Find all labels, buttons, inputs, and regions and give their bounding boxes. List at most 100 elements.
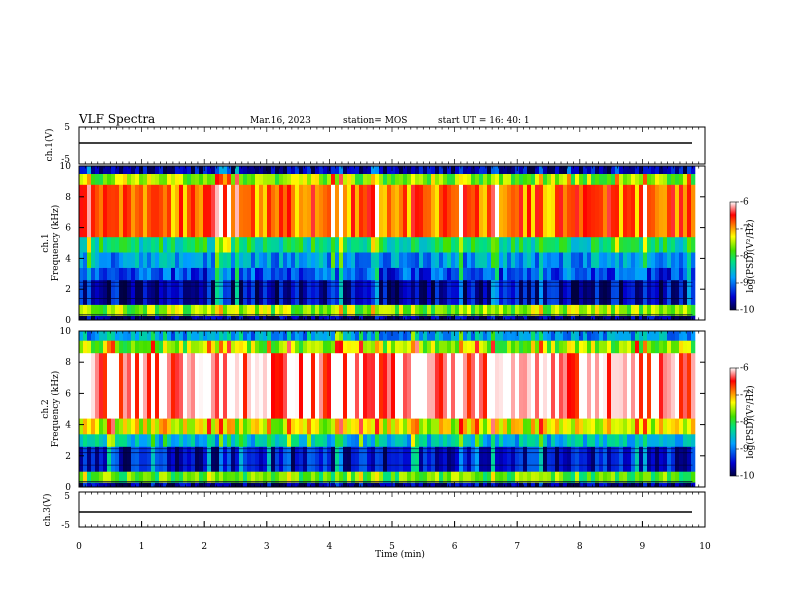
spectrogram-cell <box>687 352 692 419</box>
spectrogram-cell <box>587 267 592 281</box>
spectrogram-cell <box>631 482 636 488</box>
spectrogram-cell <box>187 315 192 321</box>
spectrogram-cell <box>451 267 456 281</box>
spectrogram-cell <box>471 434 476 447</box>
spectrogram-cell <box>535 331 540 341</box>
spectrogram-cell <box>639 252 644 268</box>
spectrogram-cell <box>255 331 260 341</box>
spectrogram-cell <box>339 340 344 354</box>
spectrogram-cell <box>467 434 472 447</box>
spectrogram-cell <box>251 471 256 483</box>
spectrogram-cell <box>495 446 500 472</box>
spectrogram-cell <box>447 267 452 281</box>
spectrogram-cell <box>423 236 428 253</box>
spectrogram-cell <box>639 267 644 281</box>
figure-title: VLF Spectra <box>78 112 155 126</box>
spectrogram-cell <box>195 446 200 472</box>
spectrogram-cell <box>547 173 552 185</box>
spectrogram-cell <box>143 252 148 268</box>
spectrogram-cell <box>123 482 128 488</box>
spectrogram-cell <box>167 331 172 341</box>
spectrogram-cell <box>427 482 432 488</box>
spectrogram-cell <box>675 352 680 419</box>
spectrogram-cell <box>203 315 208 321</box>
spectrogram-cell <box>187 184 192 238</box>
spectrogram-cell <box>87 434 92 447</box>
spectrogram-cell <box>87 471 92 483</box>
spectrogram-cell <box>527 315 532 321</box>
spectrogram-cell <box>627 252 632 268</box>
spectrogram-cell <box>591 471 596 483</box>
spectrogram-cell <box>527 184 532 238</box>
spectrogram-cell <box>291 352 296 419</box>
spectrogram-cell <box>471 471 476 483</box>
spectrogram-cell <box>531 340 536 354</box>
spectrogram-cell <box>287 446 292 472</box>
spectrogram-cell <box>199 184 204 238</box>
spectrogram-cell <box>87 352 92 419</box>
spectrogram-cell <box>315 446 320 472</box>
spectrogram-cell <box>627 184 632 238</box>
spectrogram-cell <box>631 267 636 281</box>
spectrogram-cell <box>623 304 628 316</box>
spectrogram-cell <box>635 173 640 185</box>
ch1-colorbar-label: log(PSD)(V²/Hz) <box>745 219 756 292</box>
spectrogram-cell <box>583 280 588 305</box>
spectrogram-cell <box>259 482 264 488</box>
spectrogram-cell <box>103 184 108 238</box>
spectrogram-cell <box>291 166 296 174</box>
spectrogram-cell <box>151 280 156 305</box>
spectrogram-cell <box>155 446 160 472</box>
spectrogram-cell <box>303 315 308 321</box>
spectrogram-cell <box>623 315 628 321</box>
spectrogram-cell <box>375 331 380 341</box>
spectrogram-cell <box>563 267 568 281</box>
spectrogram-cell <box>111 315 116 321</box>
spectrogram-cell <box>231 166 236 174</box>
spectrogram-cell <box>443 173 448 185</box>
spectrogram-cell <box>391 471 396 483</box>
time-axis-label: Time (min) <box>375 549 425 560</box>
spectrogram-cell <box>655 315 660 321</box>
spectrogram-cell <box>347 267 352 281</box>
spectrogram-cell <box>375 340 380 354</box>
spectrogram-cell <box>615 184 620 238</box>
spectrogram-cell <box>655 267 660 281</box>
spectrogram-cell <box>451 434 456 447</box>
spectrogram-cell <box>147 340 152 354</box>
spectrogram-cell <box>291 280 296 305</box>
spectrogram-cell <box>247 166 252 174</box>
spectrogram-cell <box>139 166 144 174</box>
spectrogram-cell <box>431 252 436 268</box>
spectrogram-cell <box>299 471 304 483</box>
spectrogram-cell <box>383 340 388 354</box>
spectrogram-cell <box>147 267 152 281</box>
spectrogram-cell <box>587 418 592 435</box>
spectrogram-cell <box>339 434 344 447</box>
spectrogram-cell <box>659 418 664 435</box>
spectrogram-cell <box>167 236 172 253</box>
spectrogram-cell <box>99 446 104 472</box>
spectrogram-cell <box>271 446 276 472</box>
spectrogram-cell <box>447 471 452 483</box>
spectrogram-cell <box>407 471 412 483</box>
spectrogram-cell <box>119 236 124 253</box>
spectrogram-cell <box>663 173 668 185</box>
spectrogram-cell <box>155 304 160 316</box>
spectrogram-cell <box>479 352 484 419</box>
spectrogram-cell <box>555 331 560 341</box>
spectrogram-cell <box>535 267 540 281</box>
spectrogram-cell <box>243 184 248 238</box>
spectrogram-cell <box>323 434 328 447</box>
spectrogram-cell <box>163 280 168 305</box>
spectrogram-cell <box>567 482 572 488</box>
spectrogram-cell <box>619 482 624 488</box>
spectrogram-cell <box>159 340 164 354</box>
spectrogram-cell <box>267 252 272 268</box>
spectrogram-cell <box>255 173 260 185</box>
spectrogram-cell <box>195 184 200 238</box>
spectrogram-cell <box>115 184 120 238</box>
spectrogram-cell <box>395 315 400 321</box>
spectrogram-cell <box>283 252 288 268</box>
spectrogram-cell <box>683 434 688 447</box>
